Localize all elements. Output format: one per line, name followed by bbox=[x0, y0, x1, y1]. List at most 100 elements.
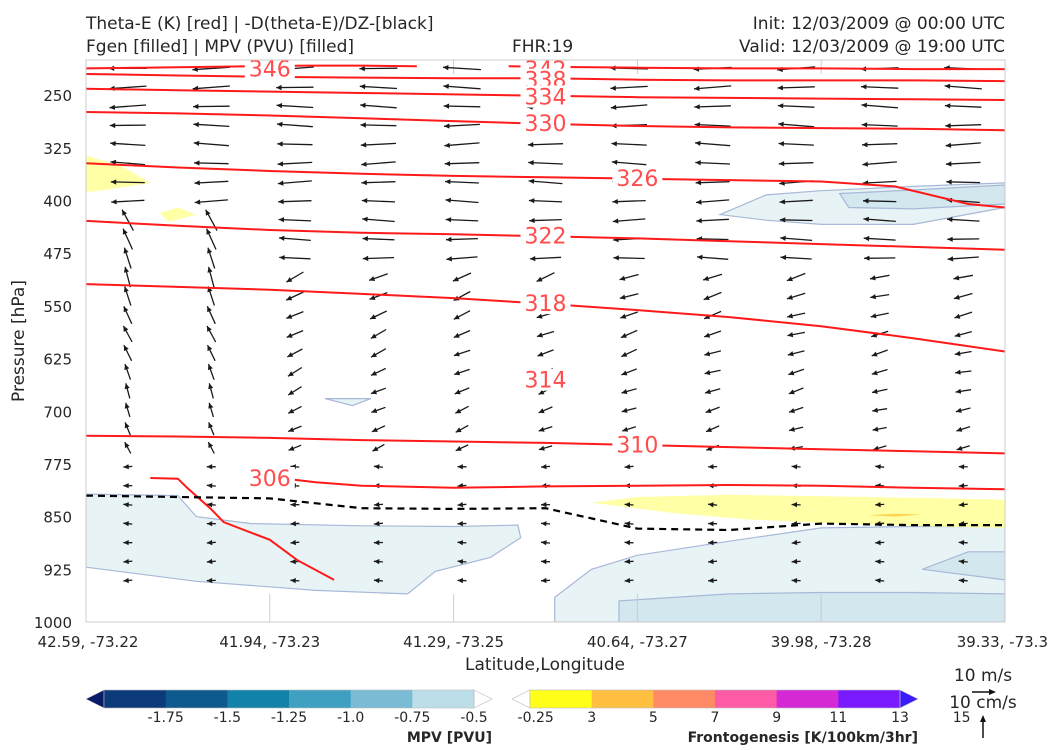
wind-vector-head-53 bbox=[862, 142, 868, 148]
title-fields-line1: Theta-E (K) [red] | -D(theta-E)/DZ-[blac… bbox=[86, 14, 434, 34]
colorbar-1-label: Frontogenesis [K/100km/3hr] bbox=[688, 730, 918, 746]
frontogenesis-fill-1 bbox=[159, 207, 197, 222]
wind-vector-head-198 bbox=[124, 402, 130, 409]
wind-vector-head-262 bbox=[875, 502, 881, 508]
wind-vector-head-174 bbox=[871, 351, 878, 357]
frontogenesis-fill-3 bbox=[867, 513, 923, 517]
wind-vector-head-275 bbox=[123, 540, 129, 546]
wind-vector-head-130 bbox=[870, 275, 876, 281]
wind-vector-head-154 bbox=[123, 325, 129, 332]
wind-vector-head-96 bbox=[779, 217, 786, 223]
wind-vector-head-3 bbox=[359, 66, 365, 72]
wind-vector-head-224 bbox=[455, 446, 462, 451]
wind-vector-head-196 bbox=[872, 388, 878, 394]
x-tick-label-3: 40.64, -73.27 bbox=[587, 633, 688, 651]
wind-vector-head-111 bbox=[207, 247, 213, 254]
wind-vector-head-103 bbox=[446, 236, 452, 243]
theta-e-label-bg-0 bbox=[244, 57, 295, 80]
wind-vector-head-116 bbox=[613, 255, 619, 261]
wind-vector-34 bbox=[193, 123, 230, 128]
wind-vector-head-44 bbox=[110, 141, 116, 147]
wind-vector-head-91 bbox=[362, 216, 368, 222]
theta-e-label-310: 310 bbox=[616, 433, 658, 458]
wind-vector-head-279 bbox=[457, 540, 463, 546]
colorbar-1-tick-3: 9 bbox=[772, 710, 781, 726]
wind-vector-95 bbox=[696, 218, 729, 222]
wind-vector-head-292 bbox=[624, 558, 631, 565]
wind-vector-25 bbox=[360, 104, 397, 109]
colorbar-1-tick-4: 11 bbox=[829, 710, 847, 726]
wind-vector-80 bbox=[361, 199, 396, 203]
wind-vector-62 bbox=[695, 161, 730, 165]
plot-frame bbox=[85, 59, 1006, 623]
mpv-fill-1 bbox=[324, 398, 372, 407]
theta-e-label-bg-10 bbox=[244, 466, 295, 489]
wind-vector-head-182 bbox=[621, 370, 628, 376]
wind-vector-24 bbox=[276, 104, 314, 109]
vector-reference: 10 m/s 10 cm/s bbox=[949, 666, 1017, 738]
wind-vector-28 bbox=[610, 104, 648, 109]
colorbar-0-max-extend bbox=[473, 689, 493, 709]
title-fields-line2: Fgen [filled] | MPV (PVU) [filled] bbox=[86, 37, 355, 57]
wind-vector-head-295 bbox=[875, 559, 881, 565]
wind-vector-22 bbox=[109, 104, 147, 109]
wind-vector-head-199 bbox=[208, 402, 214, 409]
wind-vector-41 bbox=[778, 123, 815, 128]
wind-vector-head-158 bbox=[453, 332, 460, 338]
wind-vector-47 bbox=[360, 142, 397, 146]
wind-vector-head-160 bbox=[620, 333, 627, 338]
wind-vector-head-92 bbox=[445, 217, 452, 223]
wind-vector-69 bbox=[361, 181, 396, 184]
wind-vector-head-18 bbox=[694, 85, 700, 91]
wind-vector-head-257 bbox=[457, 502, 464, 508]
wind-vector-head-269 bbox=[541, 521, 547, 527]
y-tick-label-625: 625 bbox=[43, 351, 72, 369]
colorbar-1-tick-1: 5 bbox=[649, 710, 658, 726]
wind-vector-head-143 bbox=[123, 306, 129, 313]
wind-vector-head-57 bbox=[277, 161, 284, 167]
wind-vector-71 bbox=[528, 180, 563, 185]
theta-e-label-346: 346 bbox=[249, 57, 291, 82]
wind-vector-head-129 bbox=[786, 276, 793, 282]
wind-vector-head-142 bbox=[954, 294, 960, 300]
wind-vector-63 bbox=[778, 162, 814, 165]
wind-vector-head-243 bbox=[206, 483, 213, 489]
wind-vector-48 bbox=[444, 142, 480, 147]
wind-vector-14 bbox=[359, 85, 398, 90]
wind-vector-head-162 bbox=[787, 332, 794, 338]
wind-vector-head-236 bbox=[541, 464, 547, 470]
wind-vector-head-145 bbox=[286, 314, 293, 319]
y-tick-label-250: 250 bbox=[43, 87, 72, 105]
y-tick-label-775: 775 bbox=[43, 456, 72, 474]
wind-vector-head-218 bbox=[872, 426, 879, 432]
theta-e-label-bg-4 bbox=[520, 112, 571, 135]
wind-vector-37 bbox=[443, 123, 480, 127]
wind-vector-42 bbox=[861, 123, 898, 127]
wind-vector-head-157 bbox=[370, 333, 377, 339]
valid-time: Valid: 12/03/2009 @ 19:00 UTC bbox=[739, 37, 1005, 57]
theta-e-contour-342-1 bbox=[508, 65, 1005, 71]
wind-vector-head-141 bbox=[870, 294, 876, 300]
wind-vector-head-132 bbox=[123, 286, 129, 293]
wind-vector-head-85 bbox=[779, 199, 786, 205]
wind-vector-head-252 bbox=[958, 483, 965, 489]
wind-vector-29 bbox=[694, 105, 731, 108]
wind-vector-head-256 bbox=[373, 502, 380, 508]
wind-vector-54 bbox=[945, 142, 981, 147]
wind-vector-65 bbox=[945, 161, 981, 165]
wind-vector-head-213 bbox=[455, 427, 462, 433]
colorbar-0-tick-1: -1.5 bbox=[214, 710, 241, 726]
wind-vector-head-258 bbox=[541, 502, 547, 508]
wind-vector-head-225 bbox=[538, 445, 545, 451]
wind-vector-head-112 bbox=[279, 255, 285, 261]
axes: 250 325 400 475 550 625 700 775 850 925 100042.59,… bbox=[34, 87, 1048, 651]
wind-vector-head-67 bbox=[194, 180, 200, 186]
wind-vector-40 bbox=[694, 123, 731, 127]
colorbar-1-max-extend bbox=[899, 689, 919, 709]
wind-vector-head-304 bbox=[708, 577, 714, 584]
wind-vector-26 bbox=[443, 105, 481, 108]
wind-vector-head-58 bbox=[361, 161, 367, 167]
colorbar-1-tick-6: 15 bbox=[953, 710, 971, 726]
colorbar-0-tick-3: -1.0 bbox=[337, 710, 364, 726]
wind-vector-head-190 bbox=[371, 389, 377, 395]
